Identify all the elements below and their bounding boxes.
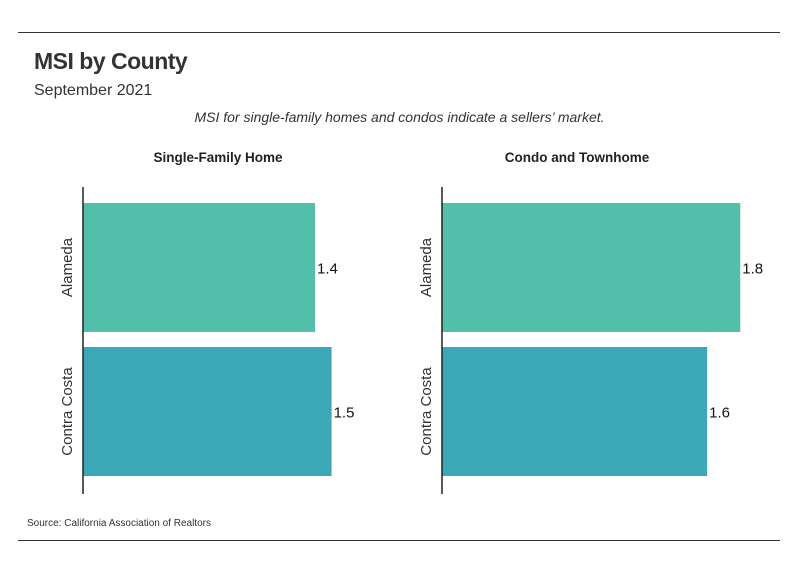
chart-panel-1: Single-Family Home 1.4 Alameda 1.5 Contra Co…	[59, 150, 354, 494]
data-label: 1.5	[334, 405, 355, 422]
bar-alameda	[83, 203, 315, 332]
top-rule	[18, 32, 780, 33]
category-label: Alameda	[418, 237, 435, 297]
data-label: 1.4	[317, 261, 338, 278]
chart-title: Single-Family Home	[153, 150, 283, 165]
source-note: Source: California Association of Realto…	[27, 518, 211, 529]
page-subtitle: September 2021	[34, 82, 153, 99]
page-title: MSI by County	[34, 48, 188, 74]
category-label: Alameda	[59, 237, 76, 297]
chart-annotation: MSI for single-family homes and condos i…	[194, 109, 605, 125]
bottom-rule	[18, 540, 780, 541]
bar-contra-costa	[83, 347, 332, 476]
bar-alameda	[442, 203, 741, 332]
data-label: 1.6	[709, 405, 730, 422]
bar-contra-costa	[442, 347, 708, 476]
category-label: Contra Costa	[418, 367, 435, 456]
category-label: Contra Costa	[59, 367, 76, 456]
chart-title: Condo and Townhome	[505, 150, 650, 165]
chart-panel-2: Condo and Townhome 1.8 Alameda 1.6 Contra Co…	[418, 150, 763, 494]
data-label: 1.8	[742, 261, 763, 278]
